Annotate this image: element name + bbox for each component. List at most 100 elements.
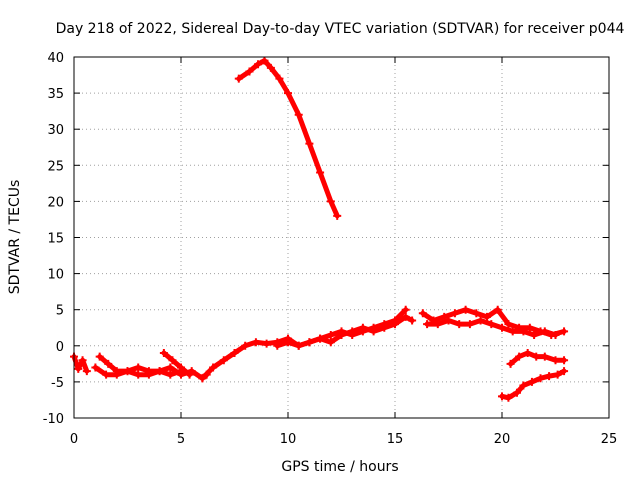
data-point xyxy=(284,89,292,98)
series-arc-late-c xyxy=(506,349,569,368)
data-point xyxy=(532,352,541,361)
data-point xyxy=(483,312,492,321)
data-point xyxy=(523,349,532,358)
data-point xyxy=(545,372,554,381)
data-point xyxy=(540,327,549,336)
series-arc-early-1 xyxy=(70,352,91,376)
data-point xyxy=(185,370,194,379)
data-point xyxy=(102,370,111,379)
data-point xyxy=(512,388,521,397)
series-arc-late-d xyxy=(498,367,569,402)
data-point xyxy=(515,352,524,361)
data-point xyxy=(527,377,536,386)
data-point xyxy=(209,363,218,372)
data-point xyxy=(155,367,164,376)
data-point xyxy=(519,327,528,336)
data-point xyxy=(530,330,539,339)
x-tick-label: 15 xyxy=(387,432,404,447)
data-point xyxy=(476,316,485,325)
series-arc-early-3 xyxy=(91,363,185,379)
x-tick-label: 0 xyxy=(70,432,78,447)
data-point xyxy=(358,323,367,332)
data-point xyxy=(498,323,506,332)
data-point xyxy=(159,349,168,358)
data-point xyxy=(91,363,100,372)
data-point xyxy=(540,352,549,361)
chart-title: Day 218 of 2022, Sidereal Day-to-day VTE… xyxy=(56,21,625,37)
data-point xyxy=(519,381,528,390)
data-point xyxy=(316,168,325,177)
data-point xyxy=(508,327,517,336)
data-point xyxy=(408,316,417,325)
data-point xyxy=(455,320,464,329)
data-point xyxy=(525,323,534,332)
data-point xyxy=(266,63,275,72)
data-point xyxy=(465,320,474,329)
data-point xyxy=(234,74,243,83)
data-point xyxy=(245,67,254,76)
data-point xyxy=(262,339,271,348)
data-point xyxy=(284,338,292,347)
y-tick-label: -10 xyxy=(43,412,64,427)
data-point xyxy=(112,370,121,379)
series-arc-main-b xyxy=(273,312,417,350)
data-point xyxy=(472,309,481,318)
data-point xyxy=(305,338,314,347)
data-point xyxy=(198,374,207,383)
series-trace xyxy=(236,58,340,219)
grid-lines xyxy=(74,57,609,418)
data-point xyxy=(294,341,303,350)
series-arc-late-b xyxy=(423,316,560,339)
y-tick-label: 35 xyxy=(47,87,64,102)
data-point xyxy=(230,349,239,358)
data-point xyxy=(294,110,303,119)
data-point xyxy=(504,393,513,402)
series-trace xyxy=(161,350,193,378)
data-point xyxy=(401,305,410,314)
data-point xyxy=(551,356,560,365)
data-point xyxy=(273,341,282,350)
series-arc-early-4 xyxy=(159,349,194,379)
data-point xyxy=(401,312,410,321)
data-point xyxy=(74,364,83,373)
data-point xyxy=(560,356,569,365)
series-arc-early-2 xyxy=(95,352,211,383)
y-tick-label: 30 xyxy=(47,123,64,138)
data-point xyxy=(423,320,432,329)
data-point xyxy=(166,363,175,372)
data-point xyxy=(241,341,250,350)
x-axis-label: GPS time / hours xyxy=(281,459,398,475)
data-point xyxy=(506,359,515,368)
data-point xyxy=(326,197,335,206)
data-point xyxy=(498,392,506,401)
data-point xyxy=(316,334,325,343)
x-tick-label: 10 xyxy=(280,432,297,447)
data-point xyxy=(177,363,185,372)
data-point xyxy=(168,356,177,365)
data-point xyxy=(82,367,91,376)
data-series xyxy=(70,56,569,402)
data-point xyxy=(134,363,143,372)
data-point xyxy=(418,309,427,318)
data-point xyxy=(369,327,378,336)
data-point xyxy=(326,338,335,347)
data-point xyxy=(254,60,263,69)
y-axis-label: SDTVAR / TECUs xyxy=(7,180,23,295)
data-point xyxy=(461,305,470,314)
y-tick-label: 5 xyxy=(56,304,64,319)
y-axis-ticks: -10 -5 0 5 10 15 20 25 30 35 40 xyxy=(43,51,609,427)
data-point xyxy=(78,356,87,365)
data-point xyxy=(275,74,284,83)
data-point xyxy=(219,356,228,365)
x-tick-label: 25 xyxy=(601,432,618,447)
data-point xyxy=(348,327,357,336)
y-tick-label: 10 xyxy=(47,268,64,283)
series-arc-high xyxy=(234,56,342,220)
y-tick-label: 40 xyxy=(47,51,64,66)
data-point xyxy=(560,367,569,376)
y-tick-label: 0 xyxy=(56,340,64,355)
data-point xyxy=(560,327,569,336)
data-point xyxy=(95,352,104,361)
data-point xyxy=(487,320,496,329)
data-point xyxy=(391,320,399,329)
